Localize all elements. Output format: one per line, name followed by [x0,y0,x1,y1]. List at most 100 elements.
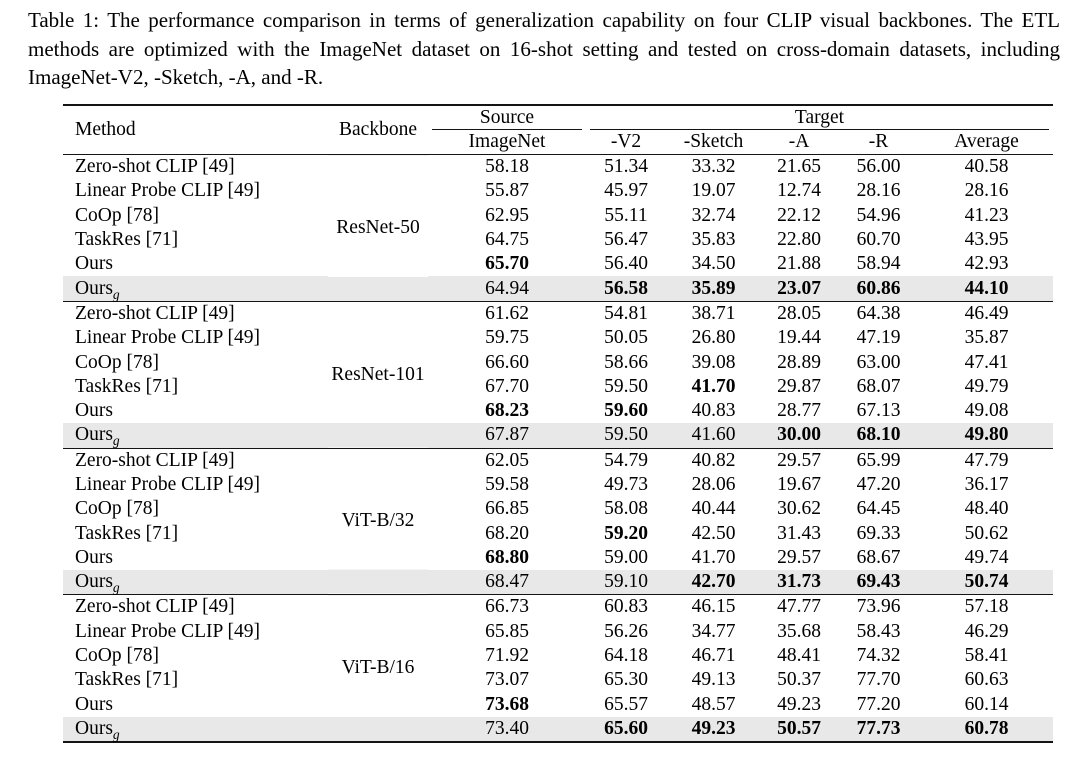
method-cell: Oursg [63,423,328,449]
value-cell: 49.73 [604,474,648,495]
value-cell: 43.95 [964,229,1009,251]
method-cell: Zero-shot CLIP [49] [75,449,235,471]
header-target-r: -R [868,131,889,152]
value-cell: 65.70 [485,253,529,275]
value-cell: 65.57 [604,693,648,715]
value-cell: 38.71 [691,302,736,324]
value-cell: 59.75 [485,327,529,349]
value-cell: 69.43 [837,570,920,595]
value-cell: 47.79 [964,449,1009,471]
value-cell: 68.20 [485,522,529,544]
value-cell: 56.00 [856,156,901,178]
value-cell: 68.47 [428,570,586,595]
table-row: Oursg 64.94 56.58 35.89 23.07 60.86 44.10 [63,276,1054,302]
value-cell: 49.23 [777,693,821,715]
value-cell: 19.67 [777,474,821,495]
value-cell: 58.66 [604,351,648,373]
table-row: Zero-shot CLIP [49] ResNet-50 58.18 51.34 33… [63,154,1053,302]
method-cell: Zero-shot CLIP [49] [75,156,235,178]
value-cell: 67.13 [856,400,901,422]
value-cell: 64.38 [856,302,901,324]
value-cell: 31.43 [777,522,821,544]
value-cell: 67.70 [485,375,529,397]
value-cell: 51.34 [604,156,648,178]
value-cell: 42.70 [666,570,761,595]
value-cell: 46.49 [964,302,1009,324]
value-cell: 23.07 [761,276,837,302]
value-cell: 62.05 [485,449,529,471]
method-cell: Linear Probe CLIP [49] [75,327,261,349]
method-cell: Oursg [63,716,328,743]
value-cell: 60.63 [964,669,1009,691]
value-cell: 50.74 [920,570,1054,595]
table-row: Zero-shot CLIP [49] ViT-B/16 66.73 60.83 46.… [63,594,1053,743]
value-cell: 58.18 [485,156,529,178]
value-cell: 47.20 [856,474,901,495]
table-row: Oursg 73.40 65.60 49.23 50.57 77.73 60.78 [63,716,1054,743]
value-cell: 63.00 [856,351,901,373]
value-cell: 29.57 [777,449,821,471]
value-cell: 49.80 [920,423,1054,449]
value-cell: 26.80 [691,327,736,349]
value-cell: 35.68 [777,620,821,642]
value-cell: 65.30 [604,669,648,691]
value-cell: 49.79 [964,375,1009,397]
value-cell: 71.92 [485,645,529,667]
value-cell: 40.44 [691,498,736,520]
value-cell: 59.20 [604,522,648,544]
method-cell: Ours [75,546,113,568]
table-row: TaskRes [71] 73.07 65.30 49.13 50.37 77.70 60.… [63,668,1053,692]
value-cell: 60.70 [856,229,901,251]
value-cell: 68.67 [856,546,901,568]
value-cell: 46.15 [691,596,736,618]
value-cell: 39.08 [691,351,736,373]
value-cell: 77.20 [856,693,901,715]
method-subscript: g [112,726,120,742]
value-cell: 49.74 [964,546,1009,568]
method-cell: Oursg [63,570,328,595]
method-cell: TaskRes [71] [75,229,179,251]
method-subscript: g [112,286,120,302]
value-cell: 35.83 [691,229,736,251]
value-cell: 68.80 [485,546,529,568]
header-method: Method [75,119,136,140]
value-cell: 60.83 [604,596,648,618]
method-cell: CoOp [78] [75,204,159,226]
method-cell: Ours [75,693,113,715]
backbone-cell: ViT-B/32 [328,448,428,595]
value-cell: 34.77 [691,620,736,642]
value-cell: 64.94 [428,276,586,302]
value-cell: 60.86 [837,276,920,302]
value-cell: 28.16 [964,180,1009,202]
backbone-cell: ResNet-101 [328,301,428,449]
table-caption: Table 1: The performance comparison in t… [28,8,1060,90]
value-cell: 35.89 [666,276,761,302]
value-cell: 77.73 [837,716,920,743]
value-cell: 58.08 [604,498,648,520]
table-row: TaskRes [71] 67.70 59.50 41.70 29.87 68.07 49.… [63,375,1053,399]
value-cell: 64.45 [856,498,901,520]
value-cell: 40.82 [691,449,736,471]
value-cell: 46.71 [691,645,736,667]
table-row: CoOp [78] 71.92 64.18 46.71 48.41 74.32 58.41 [63,644,1053,668]
header-backbone: Backbone [339,119,417,140]
value-cell: 66.73 [485,596,529,618]
value-cell: 21.88 [777,253,821,275]
method-cell: Ours [75,253,113,275]
value-cell: 68.10 [837,423,920,449]
table-row: Zero-shot CLIP [49] ViT-B/32 62.05 54.79 40.… [63,448,1053,595]
value-cell: 50.57 [761,716,837,743]
value-cell: 59.60 [604,400,648,422]
value-cell: 54.79 [604,449,648,471]
method-cell: Linear Probe CLIP [49] [75,620,261,642]
value-cell: 42.50 [691,522,736,544]
value-cell: 28.77 [777,400,821,422]
backbone-cell: ResNet-50 [328,154,428,302]
header-target-group: Target [586,105,1054,130]
value-cell: 58.43 [856,620,901,642]
value-cell: 68.23 [485,400,529,422]
value-cell: 19.07 [691,180,736,202]
value-cell: 73.68 [485,693,529,715]
method-cell: Oursg [63,276,328,302]
header-target-average: Average [954,131,1019,152]
